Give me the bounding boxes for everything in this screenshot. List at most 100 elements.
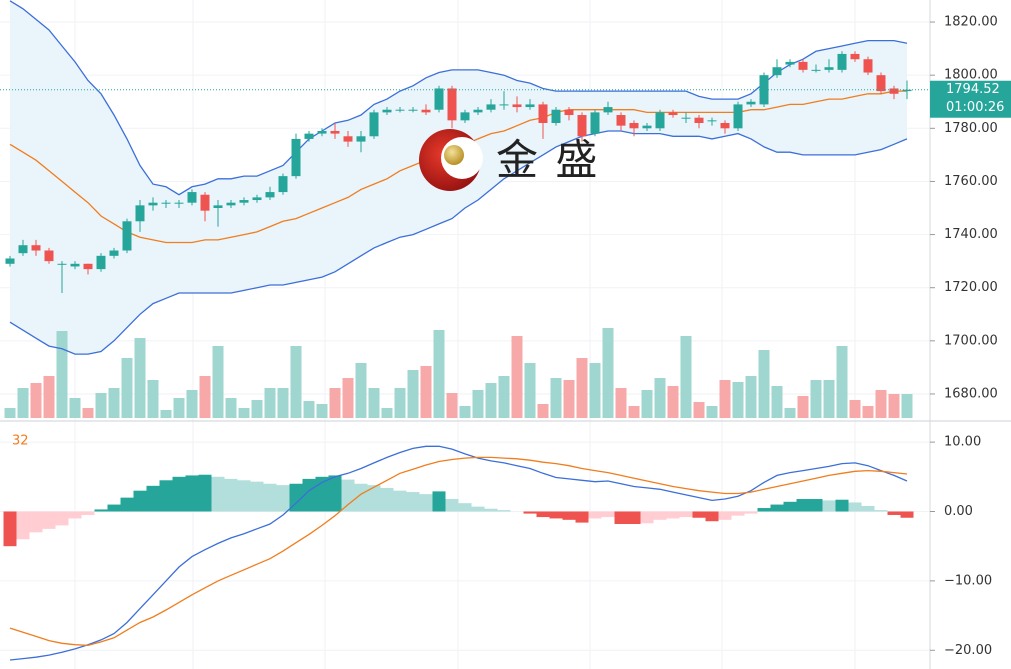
volume-bar bbox=[641, 390, 653, 418]
candle-body bbox=[434, 88, 444, 110]
volume-bar bbox=[212, 346, 224, 418]
candle-body bbox=[590, 112, 600, 134]
volume-bar bbox=[576, 358, 588, 418]
candle-body bbox=[720, 122, 730, 129]
macd-bar bbox=[718, 511, 732, 520]
volume-bar bbox=[17, 388, 29, 418]
candle-body bbox=[304, 133, 314, 139]
macd-bar bbox=[549, 511, 563, 519]
candle-body bbox=[473, 109, 483, 113]
candle-body bbox=[122, 221, 132, 251]
candle-body bbox=[577, 115, 587, 137]
candle-body bbox=[876, 75, 886, 92]
candle-body bbox=[681, 117, 691, 119]
volume-bar bbox=[875, 390, 887, 418]
volume-bar bbox=[784, 408, 796, 418]
macd-bar bbox=[172, 476, 186, 512]
volume-bar bbox=[95, 393, 107, 418]
plot-layer: 32 bbox=[0, 0, 930, 669]
volume-bar bbox=[862, 406, 874, 418]
candle-body bbox=[226, 202, 236, 206]
y-tick-label: 1680.00 bbox=[944, 386, 998, 401]
macd-bar bbox=[471, 506, 485, 512]
volume-bar bbox=[43, 376, 55, 418]
candle-body bbox=[447, 88, 457, 121]
volume-bar bbox=[459, 406, 471, 418]
volume-bar bbox=[329, 388, 341, 418]
macd-bar bbox=[601, 511, 615, 518]
candle-body bbox=[525, 104, 535, 108]
macd-bar bbox=[159, 480, 173, 512]
candle-body bbox=[252, 197, 262, 201]
volume-bar bbox=[537, 404, 549, 418]
candle-body bbox=[18, 245, 28, 254]
candle-body bbox=[83, 263, 93, 270]
volume-bar bbox=[667, 386, 679, 418]
volume-bar bbox=[524, 363, 536, 418]
volume-bar bbox=[134, 338, 146, 418]
volume-bar bbox=[108, 388, 120, 418]
candle-body bbox=[772, 67, 782, 76]
volume-bar bbox=[563, 380, 575, 418]
macd-bar bbox=[458, 503, 472, 512]
volume-bar bbox=[420, 366, 432, 418]
candle-body bbox=[460, 112, 470, 121]
candle-body bbox=[278, 176, 288, 193]
volume-bar bbox=[589, 363, 601, 418]
volume-bar bbox=[160, 410, 172, 418]
volume-bar bbox=[82, 408, 94, 418]
bollinger-upper bbox=[9, 0, 908, 196]
y-tick-label: 10.00 bbox=[944, 435, 981, 450]
macd-bar bbox=[614, 511, 628, 524]
macd-bar bbox=[757, 508, 771, 512]
y-tick-label: 1780.00 bbox=[944, 121, 998, 136]
y-tick-label: 1740.00 bbox=[944, 227, 998, 242]
candle-body bbox=[603, 107, 613, 113]
volume-bar bbox=[121, 358, 133, 418]
volume-bar bbox=[901, 394, 913, 418]
candle-body bbox=[538, 104, 548, 123]
macd-bar bbox=[822, 500, 836, 512]
macd-bar bbox=[263, 483, 277, 512]
candle-body bbox=[70, 263, 80, 267]
macd-bar bbox=[848, 502, 862, 512]
volume-bar bbox=[290, 346, 302, 418]
candle-body bbox=[798, 61, 808, 70]
candle-body bbox=[759, 75, 769, 105]
macd-bar bbox=[887, 511, 901, 515]
macd-bar bbox=[523, 511, 537, 514]
volume-bar bbox=[277, 388, 289, 418]
candle-body bbox=[200, 194, 210, 211]
y-tick-label: 1700.00 bbox=[944, 333, 998, 348]
candle-body bbox=[57, 263, 67, 265]
macd-bar bbox=[419, 494, 433, 512]
macd-bar bbox=[692, 511, 706, 518]
y-tick-label: −20.00 bbox=[944, 643, 992, 658]
candle-body bbox=[239, 200, 249, 203]
volume-bar bbox=[719, 380, 731, 418]
candle-body bbox=[733, 104, 743, 129]
macd-bar bbox=[289, 483, 303, 512]
macd-bar bbox=[705, 511, 719, 522]
candle-body bbox=[889, 88, 899, 94]
macd-bar bbox=[68, 511, 82, 519]
macd-bar bbox=[55, 511, 69, 526]
candle-body bbox=[317, 130, 327, 134]
candle-body bbox=[629, 122, 639, 129]
macd-bar bbox=[354, 483, 368, 512]
y-tick-label: −10.00 bbox=[944, 573, 992, 588]
volume-bar bbox=[615, 388, 627, 418]
candle-body bbox=[746, 101, 756, 105]
watermark: 金 盛 bbox=[419, 129, 597, 191]
macd-bar bbox=[42, 511, 56, 529]
macd-bar bbox=[237, 480, 251, 512]
volume-bar bbox=[316, 404, 328, 418]
candle-body bbox=[109, 250, 119, 256]
macd-bar bbox=[666, 511, 680, 519]
volume-bar bbox=[173, 398, 185, 418]
macd-bar bbox=[328, 475, 342, 512]
candle-body bbox=[564, 109, 574, 116]
macd-bar bbox=[120, 497, 134, 512]
macd-bar bbox=[809, 499, 823, 512]
macd-bar bbox=[81, 511, 95, 515]
